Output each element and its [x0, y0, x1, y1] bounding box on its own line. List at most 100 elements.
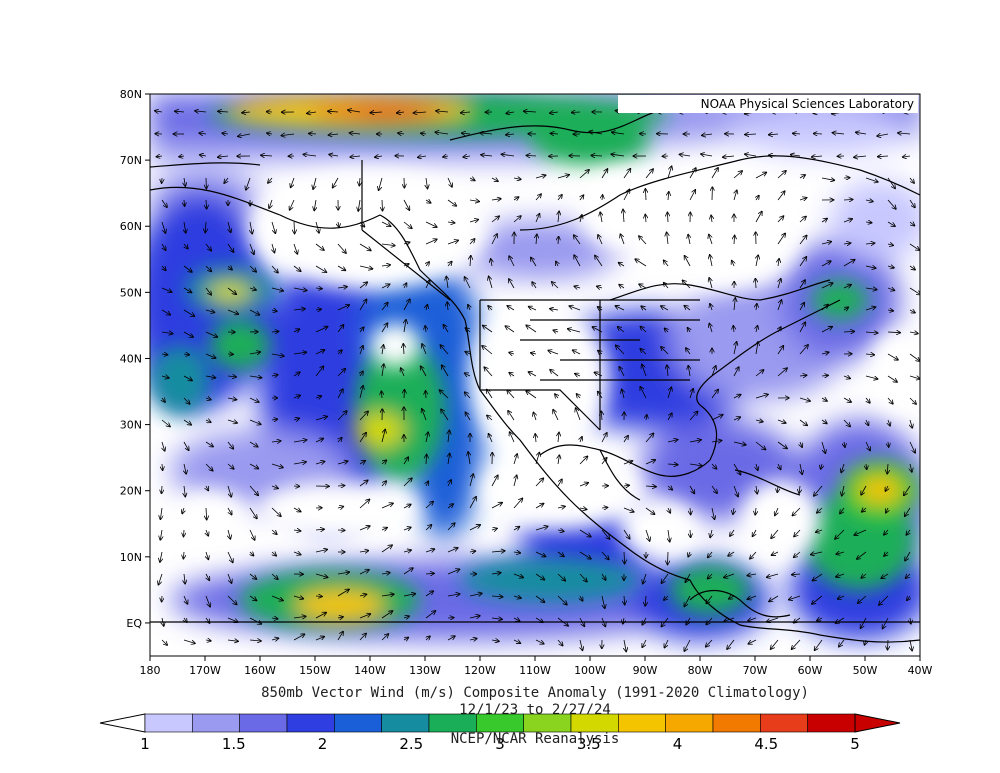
- wind-vector: [315, 309, 321, 310]
- wind-vector: [821, 242, 831, 244]
- wind-vector: [293, 352, 306, 354]
- wind-vector: [733, 485, 738, 497]
- wind-vector: [903, 156, 911, 157]
- wind-vector: [465, 392, 471, 399]
- wind-vector: [184, 529, 185, 537]
- wind-vector: [888, 441, 889, 447]
- wind-vector: [426, 391, 427, 399]
- wind-vector: [557, 506, 565, 508]
- wind-vector: [799, 257, 806, 267]
- wind-vector: [887, 310, 893, 311]
- wind-vector: [601, 551, 609, 560]
- wind-vector: [462, 133, 471, 134]
- wind-vector: [313, 177, 316, 189]
- wind-vector: [205, 376, 216, 378]
- wind-vector: [491, 528, 497, 530]
- wind-vector: [800, 463, 802, 474]
- wind-vector: [733, 507, 734, 514]
- wind-vector: [161, 287, 172, 292]
- wind-vector: [443, 325, 449, 333]
- wind-vector: [623, 617, 624, 624]
- wind-vector: [745, 134, 757, 135]
- wind-vector: [557, 479, 562, 487]
- wind-vector: [271, 463, 283, 468]
- wind-vector: [381, 528, 387, 530]
- wind-vector: [293, 440, 307, 442]
- wind-vector: [865, 639, 867, 645]
- wind-vector: [249, 265, 256, 272]
- wind-vector: [338, 221, 339, 227]
- wind-vector: [769, 595, 779, 602]
- wind-vector: [642, 364, 647, 377]
- wind-vector: [271, 618, 278, 619]
- wind-vector: [729, 596, 735, 599]
- wind-vector: [799, 322, 805, 333]
- wind-vector: [777, 300, 782, 311]
- wind-vector: [469, 220, 478, 223]
- wind-vector: [877, 134, 889, 136]
- wind-vector: [755, 441, 766, 450]
- wind-vector: [898, 133, 911, 134]
- wind-vector: [777, 368, 787, 377]
- wind-vector: [359, 461, 365, 464]
- wind-vector: [381, 634, 388, 641]
- wind-vector: [206, 551, 208, 559]
- wind-vector: [506, 134, 515, 135]
- wind-vector: [238, 134, 251, 136]
- wind-vector: [359, 499, 370, 509]
- wind-vector: [598, 307, 602, 310]
- wind-vector: [381, 503, 393, 509]
- wind-vector: [425, 280, 430, 289]
- wind-vector: [156, 156, 163, 157]
- wind-vector: [667, 365, 668, 377]
- wind-vector: [469, 200, 479, 202]
- lon-label: 100W: [574, 664, 606, 677]
- wind-vector: [553, 330, 559, 332]
- wind-vector: [337, 589, 349, 597]
- wind-vector: [854, 156, 867, 157]
- wind-vector: [777, 441, 787, 449]
- wind-vector: [909, 332, 918, 334]
- wind-vector: [382, 199, 383, 211]
- wind-vector: [733, 395, 741, 399]
- wind-vector: [558, 195, 562, 201]
- wind-vector: [403, 616, 409, 618]
- wind-vector: [249, 507, 257, 519]
- wind-vector: [668, 192, 669, 201]
- wind-vector: [359, 265, 373, 269]
- wind-vector: [533, 412, 536, 421]
- wind-vector: [205, 221, 206, 233]
- wind-vector: [403, 199, 409, 210]
- wind-vector: [249, 485, 258, 495]
- wind-vector: [592, 327, 603, 333]
- wind-vector: [667, 464, 678, 465]
- lat-label: 80N: [120, 88, 142, 101]
- wind-vector: [228, 266, 232, 270]
- lon-label: 70W: [743, 664, 768, 677]
- wind-vector: [281, 134, 295, 136]
- wind-vector: [469, 639, 477, 641]
- wind-vector: [689, 485, 694, 494]
- wind-vector: [602, 195, 603, 201]
- lon-label: 180: [140, 664, 161, 677]
- wind-vector: [821, 283, 833, 289]
- wind-vector: [616, 345, 625, 355]
- wind-vector: [403, 478, 412, 487]
- wind-vector: [315, 288, 322, 289]
- wind-vector: [293, 288, 307, 291]
- wind-vector: [468, 305, 470, 311]
- wind-vector: [577, 394, 581, 398]
- wind-vector: [315, 417, 327, 421]
- wind-vector: [841, 463, 844, 473]
- wind-vector: [249, 640, 261, 641]
- wind-vector: [403, 550, 411, 552]
- wind-vector: [886, 507, 888, 513]
- wind-vector: [491, 178, 498, 181]
- wind-vector: [440, 345, 449, 355]
- wind-vector: [887, 177, 895, 188]
- wind-vector: [580, 215, 582, 223]
- wind-vector: [623, 461, 633, 464]
- wind-vector: [350, 156, 361, 157]
- wind-vector: [709, 235, 713, 245]
- wind-vector: [689, 464, 702, 466]
